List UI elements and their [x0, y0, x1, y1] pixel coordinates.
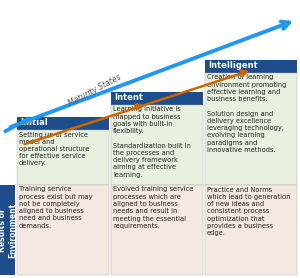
Bar [0, 185, 15, 275]
Text: Setting up of service
model and
operational structure
for effective service
deli: Setting up of service model and operatio… [19, 131, 89, 167]
Text: Intelligent: Intelligent [208, 61, 258, 70]
Bar [17, 130, 109, 185]
Bar [17, 185, 109, 275]
Bar [17, 117, 109, 130]
Bar [111, 185, 203, 275]
Text: Practice and Norms
which lead to generation
of new ideas and
consistent process
: Practice and Norms which lead to generat… [207, 187, 290, 236]
Text: Training service
process exist but may
not be completely
aligned to business
nee: Training service process exist but may n… [19, 187, 92, 229]
Text: Learning initiative is
mapped to business
goals with built-in
flexibility.

Stan: Learning initiative is mapped to busines… [113, 106, 191, 178]
Text: Evolved training service
processes which are
aligned to business
needs and resul: Evolved training service processes which… [113, 187, 194, 229]
Bar [205, 60, 297, 73]
Text: Intent: Intent [114, 93, 143, 102]
Bar [111, 92, 203, 105]
Bar [111, 105, 203, 185]
Bar [205, 73, 297, 185]
Text: Maturity States: Maturity States [67, 73, 123, 108]
Bar [205, 185, 297, 275]
Text: Creation of learning
environment promoting
effective learning and
business benef: Creation of learning environment promoti… [207, 75, 286, 153]
Text: Results or
Environment: Results or Environment [0, 202, 17, 258]
Text: Initial: Initial [20, 118, 48, 127]
